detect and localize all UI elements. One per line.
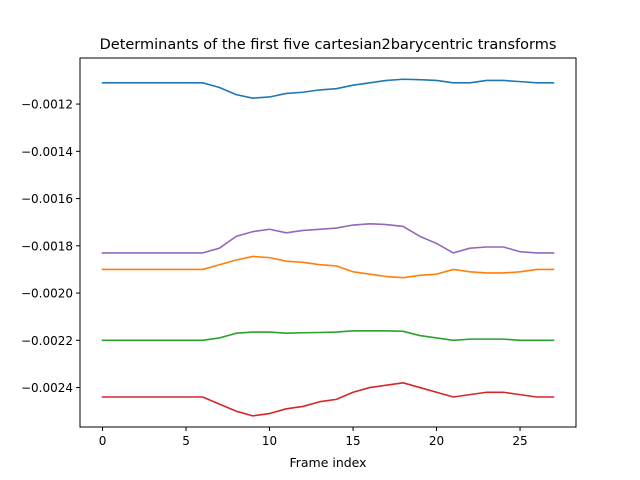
- x-tick-label: 20: [429, 434, 444, 448]
- series-line-5: [101, 223, 555, 254]
- series-line-4: [101, 382, 555, 417]
- x-axis: 0 5 10 15 20 25: [99, 427, 528, 448]
- y-tick-label: −0.0022: [21, 334, 73, 348]
- x-tick-label: 10: [262, 434, 277, 448]
- plot-area: [79, 57, 577, 428]
- chart-title: Determinants of the first five cartesian…: [100, 37, 557, 53]
- y-tick-label: −0.0020: [21, 287, 73, 301]
- x-tick-label: 25: [512, 434, 527, 448]
- y-tick-label: −0.0012: [21, 98, 73, 112]
- x-tick-label: 0: [99, 434, 107, 448]
- y-tick-label: −0.0016: [21, 192, 73, 206]
- x-tick-label: 15: [345, 434, 360, 448]
- x-axis-label: Frame index: [289, 455, 366, 470]
- series-line-3: [101, 330, 555, 342]
- y-tick-label: −0.0018: [21, 239, 73, 253]
- y-axis: −0.0024 −0.0022 −0.0020 −0.0018 −0.0016 −0.00…: [21, 98, 80, 395]
- y-tick-label: −0.0024: [21, 381, 73, 395]
- x-tick-label: 5: [182, 434, 190, 448]
- series-line-1: [101, 78, 555, 99]
- series-layer: [101, 78, 555, 417]
- y-tick-label: −0.0014: [21, 145, 73, 159]
- series-line-2: [101, 255, 555, 279]
